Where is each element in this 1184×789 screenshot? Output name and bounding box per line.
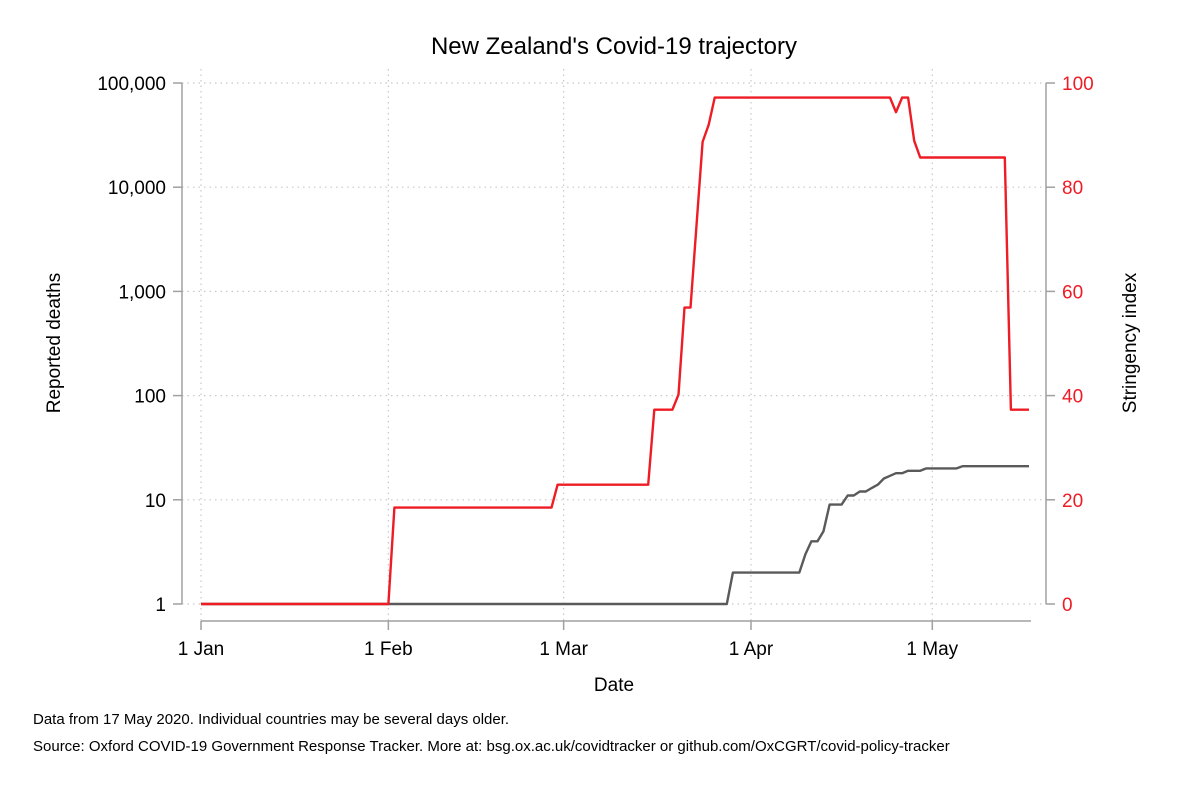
series-lines [201, 96, 1029, 606]
x-tick-label: 1 Mar [539, 639, 588, 660]
chart-title: New Zealand's Covid-19 trajectory [431, 33, 797, 60]
x-tick-label: 1 Apr [729, 639, 774, 660]
y-left-tick-label: 10 [145, 491, 166, 512]
series-line-stringency [201, 96, 1029, 606]
y-right-tick-label: 20 [1062, 491, 1083, 512]
x-tick-label: 1 Jan [178, 639, 224, 660]
y-left-tick-label: 1 [155, 595, 166, 616]
footnote-data-date: Data from 17 May 2020. Individual countr… [33, 711, 510, 728]
x-tick-label: 1 Feb [364, 639, 413, 660]
axes [173, 82, 1055, 630]
y-right-tick-label: 40 [1062, 387, 1083, 408]
y-axis-label-right: Stringency index [1120, 272, 1141, 413]
y-axis-label-left: Reported deaths [44, 273, 65, 414]
y-left-tick-label: 10,000 [108, 178, 166, 199]
y-left-tick-label: 1,000 [118, 282, 166, 303]
y-right-tick-label: 0 [1062, 595, 1073, 616]
grid [182, 69, 1046, 621]
y-right-tick-label: 60 [1062, 282, 1083, 303]
y-right-tick-label: 100 [1062, 74, 1094, 95]
y-right-tick-label: 80 [1062, 178, 1083, 199]
tick-labels: 1 10 100 1,000 10,000 100,000 0 20 40 60 80 100 1 Ja… [97, 74, 1093, 660]
x-axis-label: Date [594, 675, 634, 696]
footnote-source: Source: Oxford COVID-19 Government Respo… [33, 738, 950, 755]
y-left-tick-label: 100 [134, 387, 166, 408]
y-left-tick-label: 100,000 [97, 74, 166, 95]
series-line-deaths [201, 465, 1029, 606]
x-tick-label: 1 May [906, 639, 958, 660]
